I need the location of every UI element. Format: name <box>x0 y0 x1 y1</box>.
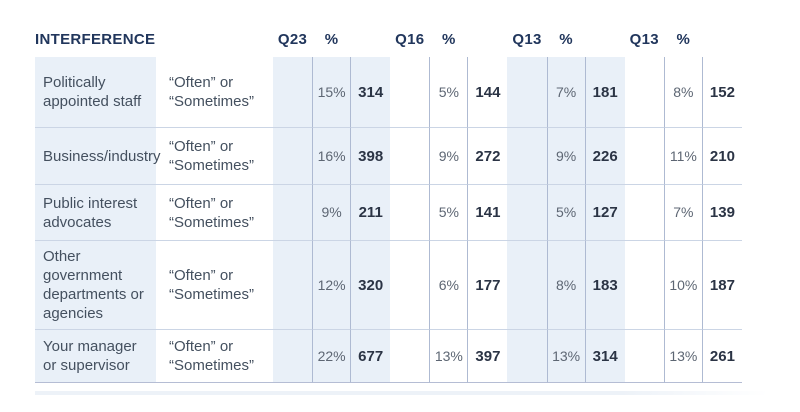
count-cell: 181 <box>585 57 625 127</box>
group-spacer-cell <box>625 57 664 127</box>
count-cell: 210 <box>702 127 742 184</box>
row-response: “Often” or “Sometimes” <box>156 127 273 184</box>
group-spacer-cell <box>624 184 664 240</box>
column-header-spacer <box>351 26 390 57</box>
column-header-pct-2: % <box>442 31 456 48</box>
group-spacer-cell <box>507 184 547 240</box>
row-label: Public interest advocates <box>35 184 156 240</box>
percent-cell: 6% <box>429 240 469 329</box>
count-cell: 152 <box>709 83 735 101</box>
percent-cell: 5% <box>546 184 586 240</box>
count-cell: 314 <box>351 57 391 127</box>
group-spacer-cell <box>624 329 664 383</box>
column-header-pct-1: % <box>324 31 339 48</box>
table-shadow-strip <box>35 391 768 395</box>
count-cell: 397 <box>468 329 508 383</box>
group-spacer-cell <box>273 184 313 240</box>
count-cell: 398 <box>351 127 391 184</box>
percent-cell: 9% <box>312 184 352 240</box>
group-spacer-cell <box>390 184 430 240</box>
group-spacer-cell <box>624 127 664 184</box>
count-cell: 677 <box>351 329 391 383</box>
column-header-pct-3: % <box>559 31 573 48</box>
percent-cell: 13% <box>546 329 586 383</box>
column-header-spacer <box>703 26 742 57</box>
group-spacer-cell <box>390 57 429 127</box>
count-cell: 139 <box>702 184 742 240</box>
count-cell: 127 <box>585 184 625 240</box>
group-spacer-cell <box>390 127 430 184</box>
column-header-pct-4: % <box>676 31 691 48</box>
group-spacer-cell <box>507 240 547 329</box>
percent-cell: 8% <box>546 240 586 329</box>
row-response: “Often” or “Sometimes” <box>156 240 273 329</box>
count-cell: 320 <box>351 240 391 329</box>
group-spacer-cell <box>507 329 547 383</box>
group-spacer-cell <box>273 57 313 127</box>
count-cell: 187 <box>702 240 742 329</box>
group-spacer-cell <box>273 240 313 329</box>
count-cell: 226 <box>585 127 625 184</box>
percent-cell: 13% <box>429 329 469 383</box>
count-cell: 177 <box>468 240 508 329</box>
percent-cell: 7% <box>546 57 586 127</box>
percent-cell: 9% <box>546 127 586 184</box>
count-cell: 261 <box>702 329 742 383</box>
group-spacer-cell <box>273 329 313 383</box>
group-spacer-cell <box>507 57 547 127</box>
row-label: Business/industry <box>35 127 161 184</box>
count-cell: 183 <box>585 240 625 329</box>
percent-cell: 16% <box>312 127 352 184</box>
row-label: Politically appointed staff <box>35 57 156 127</box>
row-label: Your manager or supervisor <box>35 329 156 383</box>
count-cell: 314 <box>585 329 625 383</box>
count-cell: 272 <box>468 127 508 184</box>
row-response: “Often” or “Sometimes” <box>169 74 255 110</box>
column-header-q23: Q23 <box>277 31 308 48</box>
group-spacer-cell <box>273 127 313 184</box>
percent-cell: 10% <box>663 240 703 329</box>
row-response: “Often” or “Sometimes” <box>156 329 273 383</box>
row-label: Other government departments or agencies <box>35 240 156 329</box>
percent-cell: 5% <box>429 57 469 127</box>
percent-cell: 9% <box>429 127 469 184</box>
column-header-spacer <box>468 26 507 57</box>
percent-cell: 5% <box>429 184 469 240</box>
column-header-spacer <box>586 26 625 57</box>
count-cell: 144 <box>475 83 501 101</box>
percent-cell: 8% <box>663 57 703 127</box>
group-spacer-cell <box>390 329 430 383</box>
percent-cell: 22% <box>312 329 352 383</box>
percent-cell: 12% <box>312 240 352 329</box>
group-spacer-cell <box>507 127 547 184</box>
column-header-q16: Q16 <box>395 31 425 48</box>
interference-table: INTERFERENCE Q23 % Q16 % Q13 % Q13 % Pol… <box>35 26 742 383</box>
percent-cell: 7% <box>663 184 703 240</box>
table-title: INTERFERENCE <box>35 31 156 48</box>
count-cell: 141 <box>468 184 508 240</box>
row-response: “Often” or “Sometimes” <box>156 184 273 240</box>
group-spacer-cell <box>390 240 430 329</box>
count-cell: 211 <box>351 184 391 240</box>
group-spacer-cell <box>624 240 664 329</box>
percent-cell: 15% <box>312 57 352 127</box>
column-header-q13-a: Q13 <box>512 31 542 48</box>
percent-cell: 11% <box>663 127 703 184</box>
column-header-q13-b: Q13 <box>629 31 659 48</box>
percent-cell: 13% <box>663 329 703 383</box>
